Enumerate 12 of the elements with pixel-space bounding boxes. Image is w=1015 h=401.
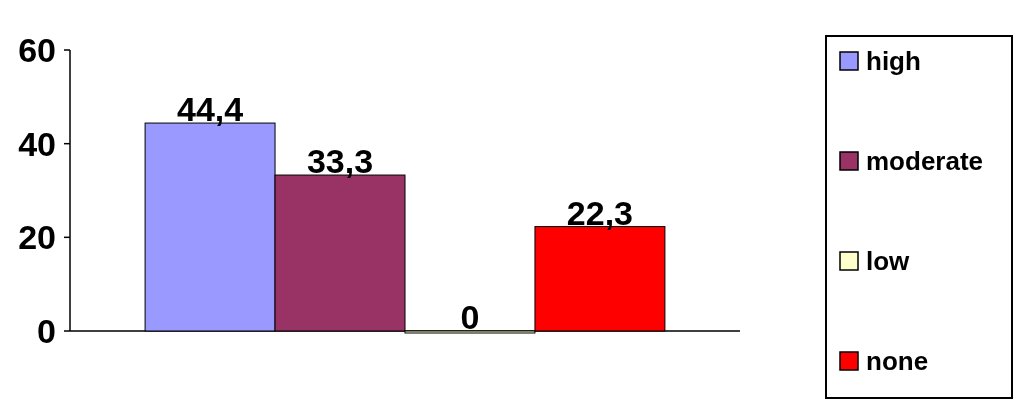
data-label: 22,3 bbox=[566, 193, 634, 232]
y-tick-label: 0 bbox=[37, 311, 56, 350]
y-tick-label: 40 bbox=[18, 124, 56, 163]
legend-label: none bbox=[866, 346, 929, 376]
legend-label: moderate bbox=[866, 146, 984, 176]
data-label: 33,3 bbox=[306, 142, 374, 181]
data-label: 44,4 bbox=[176, 90, 244, 129]
data-label: 0 bbox=[460, 298, 480, 336]
y-tick-label: 20 bbox=[18, 218, 56, 257]
legend-label: high bbox=[866, 46, 921, 76]
legend-label: low bbox=[866, 246, 911, 276]
y-tick-label: 60 bbox=[18, 30, 56, 69]
